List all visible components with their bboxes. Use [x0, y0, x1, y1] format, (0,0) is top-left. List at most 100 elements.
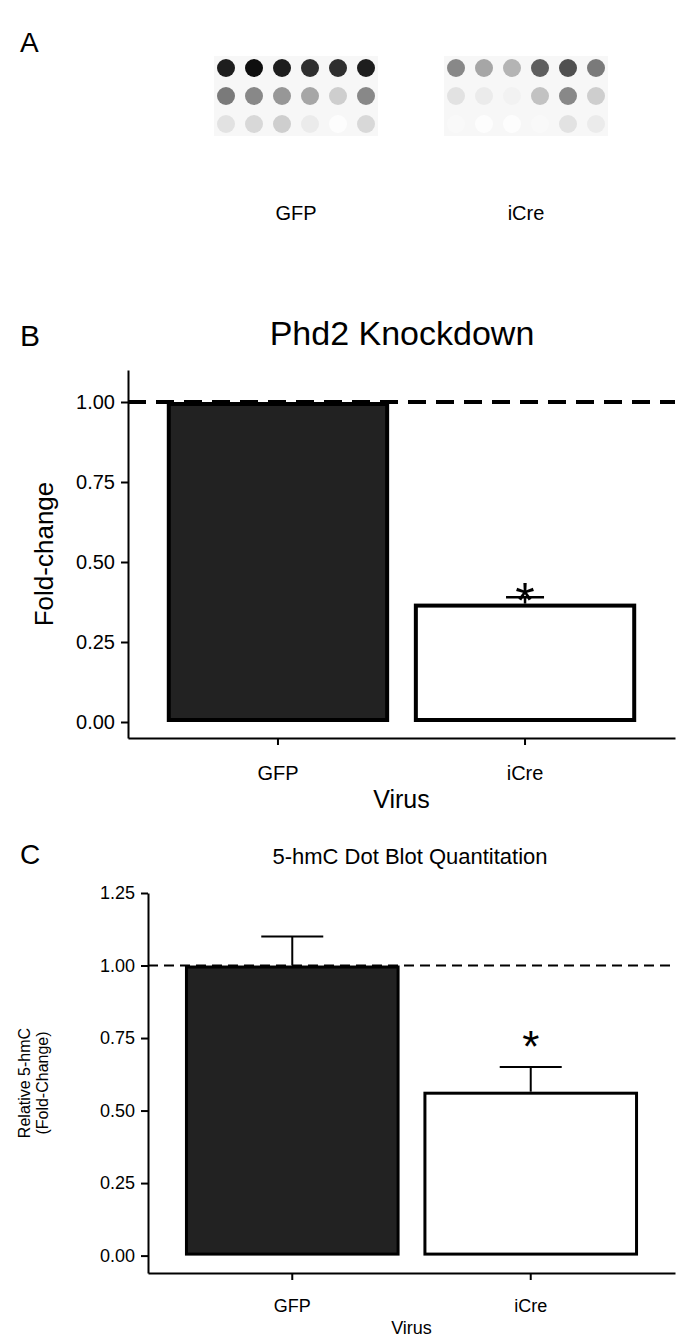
y-tick: 0.75 [76, 471, 128, 493]
blot-dot [587, 59, 605, 77]
blot-membrane [444, 56, 608, 136]
panel-label: B [20, 319, 40, 352]
blot-dot [301, 59, 319, 77]
blot-dot [357, 87, 375, 105]
y-tick-mark [141, 1110, 148, 1112]
y-tick: 1.00 [100, 956, 148, 976]
blot-label: GFP [275, 202, 316, 224]
y-tick-mark [141, 1255, 148, 1257]
x-tick: GFP [274, 1273, 311, 1316]
plot-area [148, 937, 675, 1255]
panel-0: A GFP iCre [20, 27, 608, 224]
blot-dot [475, 59, 493, 77]
x-axis-line [149, 1273, 676, 1275]
blot-dot [217, 59, 235, 77]
blot-dot [273, 59, 291, 77]
chart-title: Phd2 Knockdown [270, 314, 535, 352]
y-tick-label: 0.75 [76, 471, 115, 493]
y-tick-label: 0.25 [76, 631, 115, 653]
panel-1: B 0.00 0.25 0.50 0.75 1.00 GFP iCre Phd2 Knockdo… [20, 314, 676, 813]
panel-2: C 0.00 0.25 0.50 0.75 1.00 1.25 GFP iCre 5-hmC Do… [16, 839, 676, 1338]
y-tick-label: 0.50 [76, 551, 115, 573]
panel-label: A [20, 27, 39, 58]
significance-marker: * [515, 573, 534, 629]
x-tick-label: iCre [514, 1296, 547, 1316]
x-tick-mark [277, 738, 279, 745]
plot-area [128, 402, 675, 720]
blot-dot [559, 59, 577, 77]
blot-dot [329, 87, 347, 105]
x-axis: GFP iCre [149, 1273, 676, 1316]
reference-line [128, 400, 675, 404]
x-tick-label: GFP [274, 1296, 311, 1316]
y-tick: 0.25 [76, 631, 128, 653]
y-axis-line [128, 371, 130, 739]
x-axis-line [129, 738, 676, 740]
panel-label: C [20, 839, 40, 870]
y-tick: 0.25 [100, 1173, 148, 1193]
blot-dot [301, 115, 319, 133]
y-tick-label: 1.25 [100, 883, 135, 903]
error-stem [291, 937, 293, 966]
bar [425, 1093, 637, 1254]
blot-dot [273, 87, 291, 105]
y-tick-mark [141, 965, 148, 967]
y-tick: 0.00 [100, 1246, 148, 1266]
y-tick-label: 0.50 [100, 1101, 135, 1121]
y-axis-title-line: (Fold-Change) [34, 1031, 51, 1134]
y-axis-line [148, 894, 150, 1274]
bar [169, 404, 387, 720]
figure: A GFP iCre B 0.00 0.25 0.50 0.75 1.00 GFP iCre Phd2… [0, 0, 691, 1341]
blot-dot [503, 87, 521, 105]
x-axis-title: Virus [391, 1318, 432, 1338]
blot-dot [447, 87, 465, 105]
blot-dot [273, 115, 291, 133]
blot-dot [531, 59, 549, 77]
y-tick-label: 0.25 [100, 1173, 135, 1193]
y-axis: 0.00 0.25 0.50 0.75 1.00 [76, 371, 128, 739]
x-tick-mark [530, 1273, 532, 1280]
blot-dot [245, 87, 263, 105]
blot-dot [329, 115, 347, 133]
y-tick-mark [141, 893, 148, 895]
y-tick-label: 1.00 [100, 956, 135, 976]
x-tick: iCre [507, 738, 544, 784]
y-tick-mark [121, 402, 128, 404]
y-tick: 1.00 [76, 391, 128, 413]
blot-dot [587, 87, 605, 105]
blot-label: iCre [508, 202, 545, 224]
y-tick-mark [121, 722, 128, 724]
y-tick: 0.75 [100, 1028, 148, 1048]
y-axis-title: Relative 5-hmC(Fold-Change) [16, 1028, 51, 1138]
x-tick-label: GFP [257, 762, 298, 784]
y-tick-label: 0.00 [76, 711, 115, 733]
blot-dot [503, 115, 521, 133]
x-tick: GFP [257, 738, 298, 784]
x-tick-label: iCre [507, 762, 544, 784]
blot-dot [559, 115, 577, 133]
chart-title: 5-hmC Dot Blot Quantitation [272, 844, 547, 869]
blot-dot [329, 59, 347, 77]
y-tick: 0.50 [76, 551, 128, 573]
x-tick-mark [524, 738, 526, 745]
y-tick-mark [141, 1038, 148, 1040]
blot [214, 56, 378, 136]
significance-marker: * [522, 1022, 539, 1071]
y-axis-title-line: Relative 5-hmC [16, 1028, 33, 1138]
y-tick-mark [121, 642, 128, 644]
blot-dot [245, 115, 263, 133]
y-tick-label: 0.00 [100, 1246, 135, 1266]
y-tick-label: 0.75 [100, 1028, 135, 1048]
x-tick-mark [291, 1273, 293, 1280]
blot-dot [245, 59, 263, 77]
y-tick: 0.50 [100, 1101, 148, 1121]
y-tick-mark [141, 1183, 148, 1185]
blot-dot [531, 115, 549, 133]
x-axis: GFP iCre [129, 738, 676, 784]
blot-dot [447, 115, 465, 133]
bar [186, 967, 398, 1254]
blot-dot [475, 87, 493, 105]
x-tick: iCre [514, 1273, 547, 1316]
blot-membrane [214, 56, 378, 136]
blot-dot [217, 115, 235, 133]
